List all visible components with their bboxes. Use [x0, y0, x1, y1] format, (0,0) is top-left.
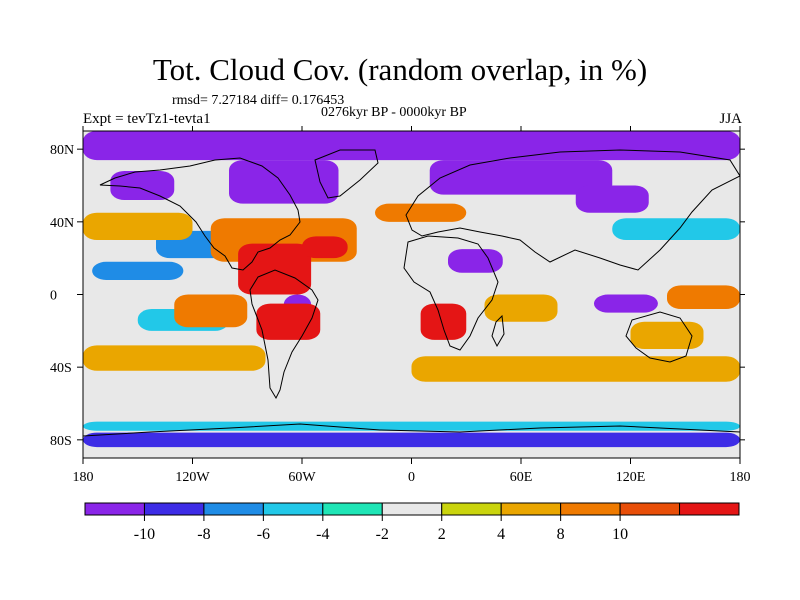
lon-tick-label: 120W [175, 470, 210, 485]
anomaly-regions [83, 131, 740, 448]
lat-tick-label: 80N [50, 143, 74, 158]
lat-tick-label: 40S [50, 361, 72, 376]
colorbar-label: 4 [497, 526, 505, 543]
anomaly-region [420, 303, 467, 340]
colorbar-swatch [322, 502, 383, 516]
colorbar-swatch [560, 502, 621, 516]
coastline-north-america [99, 157, 301, 271]
stats-text: rmsd= 7.27184 diff= 0.176453 [172, 93, 345, 108]
lat-tick-label: 0 [50, 289, 57, 304]
coastline-antarctica [83, 423, 740, 437]
anomaly-region [302, 236, 348, 259]
colorbar-label: -8 [197, 526, 210, 543]
anomaly-region [575, 185, 649, 213]
period-text: 0276kyr BP - 0000kyr BP [321, 105, 467, 120]
anomaly-region [83, 432, 740, 448]
colorbar-swatch [381, 502, 443, 516]
lon-tick-label: 0 [408, 470, 415, 485]
colorbar-label: -4 [316, 526, 329, 543]
colorbar: -10 -8 -6 -4 -2 2 4 8 10 [84, 502, 740, 543]
colorbar-label: -10 [134, 526, 155, 543]
colorbar-label: 10 [612, 526, 628, 543]
anomaly-region [83, 212, 193, 240]
colorbar-swatch [203, 502, 264, 516]
colorbar-label: 8 [557, 526, 565, 543]
anomaly-region [83, 421, 740, 431]
coastline-australia [625, 311, 693, 363]
colorbar-label: -6 [257, 526, 270, 543]
colorbar-swatch [679, 502, 740, 516]
colorbar-swatch [143, 502, 205, 516]
colorbar-label: -2 [376, 526, 389, 543]
colorbar-swatch [441, 502, 502, 516]
colorbar-label: 2 [438, 526, 446, 543]
anomaly-region [594, 294, 658, 313]
anomaly-region [667, 285, 740, 310]
colorbar-swatch [500, 502, 562, 516]
lat-tick-label: 80S [50, 434, 72, 449]
anomaly-region [238, 243, 312, 295]
lat-tick-label: 40N [50, 216, 74, 231]
coastline-greenland [314, 149, 379, 199]
anomaly-region [411, 356, 740, 382]
coastline-africa [403, 235, 499, 351]
colorbar-swatch [84, 502, 145, 516]
season-label: JJA [719, 111, 742, 127]
coastline-south-america [249, 269, 319, 400]
coastline-eurasia [405, 149, 740, 271]
anomaly-region [448, 249, 503, 273]
latitude-axis: 80N 40N 0 40S 80S [50, 143, 745, 449]
lon-tick-label: 120E [616, 470, 646, 485]
coastlines [83, 149, 740, 437]
longitude-axis: 180 120W 60W 0 60E 120E 180 [73, 126, 751, 485]
lon-tick-label: 60W [288, 470, 316, 485]
anomaly-region [429, 160, 613, 195]
coastline-madagascar [491, 314, 505, 348]
anomaly-region [630, 321, 704, 349]
anomaly-region [256, 303, 321, 340]
anomaly-region [110, 170, 175, 201]
lon-tick-label: 180 [730, 470, 751, 485]
anomaly-region [174, 294, 248, 328]
colorbar-swatch [619, 502, 681, 516]
anomaly-region [484, 294, 558, 322]
anomaly-region [229, 160, 339, 204]
map-panel [83, 131, 740, 458]
anomaly-region [83, 345, 266, 371]
anomaly-region [83, 131, 740, 161]
lon-tick-label: 180 [73, 470, 94, 485]
anomaly-region [92, 261, 184, 280]
colorbar-swatch [262, 502, 324, 516]
anomaly-region [612, 218, 740, 240]
map-title: Tot. Cloud Cov. (random overlap, in %) [152, 52, 648, 87]
lon-tick-label: 60E [510, 470, 533, 485]
experiment-label: Expt = tevTz1-tevta1 [83, 111, 211, 127]
anomaly-region [375, 203, 467, 222]
